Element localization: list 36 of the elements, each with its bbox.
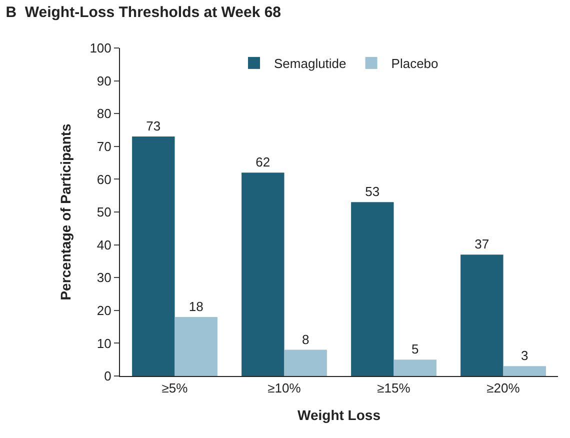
x-tick-label: ≥5% [162, 380, 188, 396]
bar [394, 360, 436, 376]
data-label: 3 [520, 348, 528, 364]
x-tick-label: ≥15% [377, 380, 411, 396]
data-label: 62 [256, 154, 270, 170]
bar [242, 172, 284, 376]
y-tick-label: 100 [90, 40, 112, 56]
y-tick-label: 50 [96, 204, 112, 220]
y-tick-label: 60 [96, 172, 112, 187]
data-label: 18 [188, 298, 204, 314]
data-label: 37 [474, 236, 490, 252]
bar [460, 254, 504, 376]
data-label: 53 [365, 184, 380, 200]
y-tick-label: 40 [96, 237, 112, 252]
y-tick-label: 30 [96, 270, 112, 286]
data-label: 73 [146, 118, 161, 134]
y-tick-label: 0 [104, 368, 112, 384]
chart-title: B Weight-Loss Thresholds at Week 68 [6, 4, 282, 22]
data-label: 8 [302, 332, 310, 347]
bar [132, 136, 175, 376]
y-axis-title: Percentage of Participants [57, 123, 74, 300]
y-tick-label: 90 [96, 73, 112, 88]
legend-label: Placebo [391, 56, 438, 72]
y-tick-label: 80 [96, 106, 112, 122]
x-tick-label: ≥10% [268, 380, 302, 396]
y-tick-label: 20 [96, 302, 112, 318]
legend-label: Semaglutide [274, 56, 346, 72]
y-tick-label: 70 [96, 138, 112, 154]
y-tick-label: 10 [96, 336, 112, 351]
bar [174, 316, 218, 376]
x-axis-title: Weight Loss [298, 406, 381, 423]
bar [503, 366, 546, 376]
data-label: 5 [411, 342, 419, 357]
bar [284, 350, 327, 376]
bar [351, 202, 394, 376]
x-tick-label: ≥20% [486, 380, 520, 396]
